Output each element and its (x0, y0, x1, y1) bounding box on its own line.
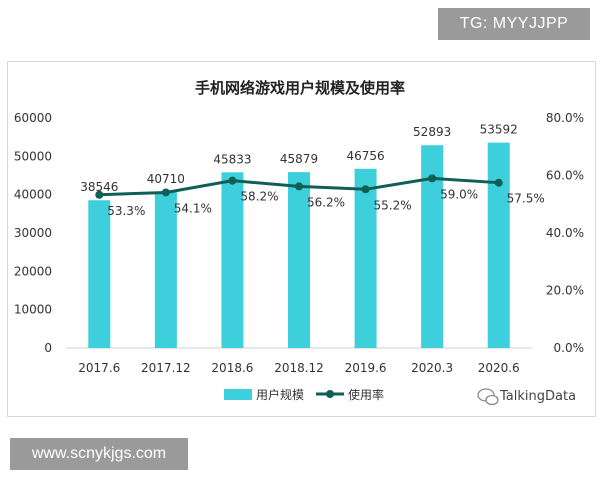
legend-label-bar: 用户规模 (256, 387, 304, 402)
y-left-tick-label: 50000 (14, 149, 52, 163)
chart-title: 手机网络游戏用户规模及使用率 (195, 79, 405, 97)
bottom-watermark: www.scnykjgs.com (10, 438, 188, 470)
x-tick-label: 2020.6 (478, 361, 520, 375)
y-left-tick-label: 20000 (14, 264, 52, 278)
usage-rate-point (228, 176, 237, 185)
usage-rate-point (161, 188, 170, 197)
usage-rate-label: 54.1% (174, 201, 212, 215)
usage-rate-point (361, 185, 370, 194)
usage-rate-label: 59.0% (440, 187, 478, 201)
bar-value-label: 45833 (213, 152, 251, 166)
legend-label-line: 使用率 (348, 387, 384, 402)
usage-rate-point (428, 174, 437, 183)
bar-value-label: 53592 (480, 123, 518, 137)
bar-2017.6 (88, 200, 111, 348)
x-tick-label: 2020.3 (411, 361, 453, 375)
x-tick-label: 2018.6 (211, 361, 253, 375)
legend-swatch-bar (224, 389, 252, 400)
y-right-tick-label: 40.0% (546, 226, 584, 240)
x-tick-label: 2017.6 (78, 361, 120, 375)
y-right-tick-label: 80.0% (546, 111, 584, 125)
usage-rate-label: 53.3% (107, 204, 145, 218)
y-left-tick-label: 0 (44, 341, 52, 355)
bar-value-label: 46756 (346, 149, 384, 163)
y-right-tick-label: 20.0% (546, 284, 584, 298)
usage-rate-label: 57.5% (507, 192, 545, 206)
x-tick-label: 2017.12 (141, 361, 191, 375)
y-left-tick-label: 30000 (14, 226, 52, 240)
bar-2018.6 (221, 172, 244, 348)
usage-rate-point (95, 190, 104, 199)
bar-value-label: 52893 (413, 125, 451, 139)
y-left-tick-label: 10000 (14, 303, 52, 317)
bar-2017.12 (154, 191, 177, 348)
x-tick-label: 2018.12 (274, 361, 324, 375)
bar-value-label: 38546 (80, 180, 118, 194)
chart-frame (7, 61, 596, 417)
y-right-tick-label: 60.0% (546, 169, 584, 183)
brand-text: TalkingData (499, 389, 576, 404)
bar-value-label: 40710 (147, 172, 185, 186)
talkingdata-logo: TalkingData (477, 388, 576, 406)
usage-rate-label: 58.2% (240, 190, 278, 204)
usage-rate-label: 56.2% (307, 195, 345, 209)
x-tick-label: 2019.6 (345, 361, 387, 375)
bar-2020.6 (487, 142, 510, 348)
y-left-tick-label: 60000 (14, 111, 52, 125)
bar-2018.12 (288, 172, 310, 348)
y-left-tick-label: 40000 (14, 188, 52, 202)
usage-rate-label: 55.2% (374, 198, 412, 212)
top-watermark: TG: MYYJJPP (438, 8, 590, 40)
usage-rate-point (295, 182, 303, 191)
bar-value-label: 45879 (280, 152, 318, 166)
bar-2020.3 (421, 145, 444, 348)
y-right-tick-label: 0.0% (554, 341, 585, 355)
legend-marker-line (326, 390, 334, 398)
usage-rate-point (494, 178, 503, 187)
bar-2019.6 (354, 168, 377, 348)
